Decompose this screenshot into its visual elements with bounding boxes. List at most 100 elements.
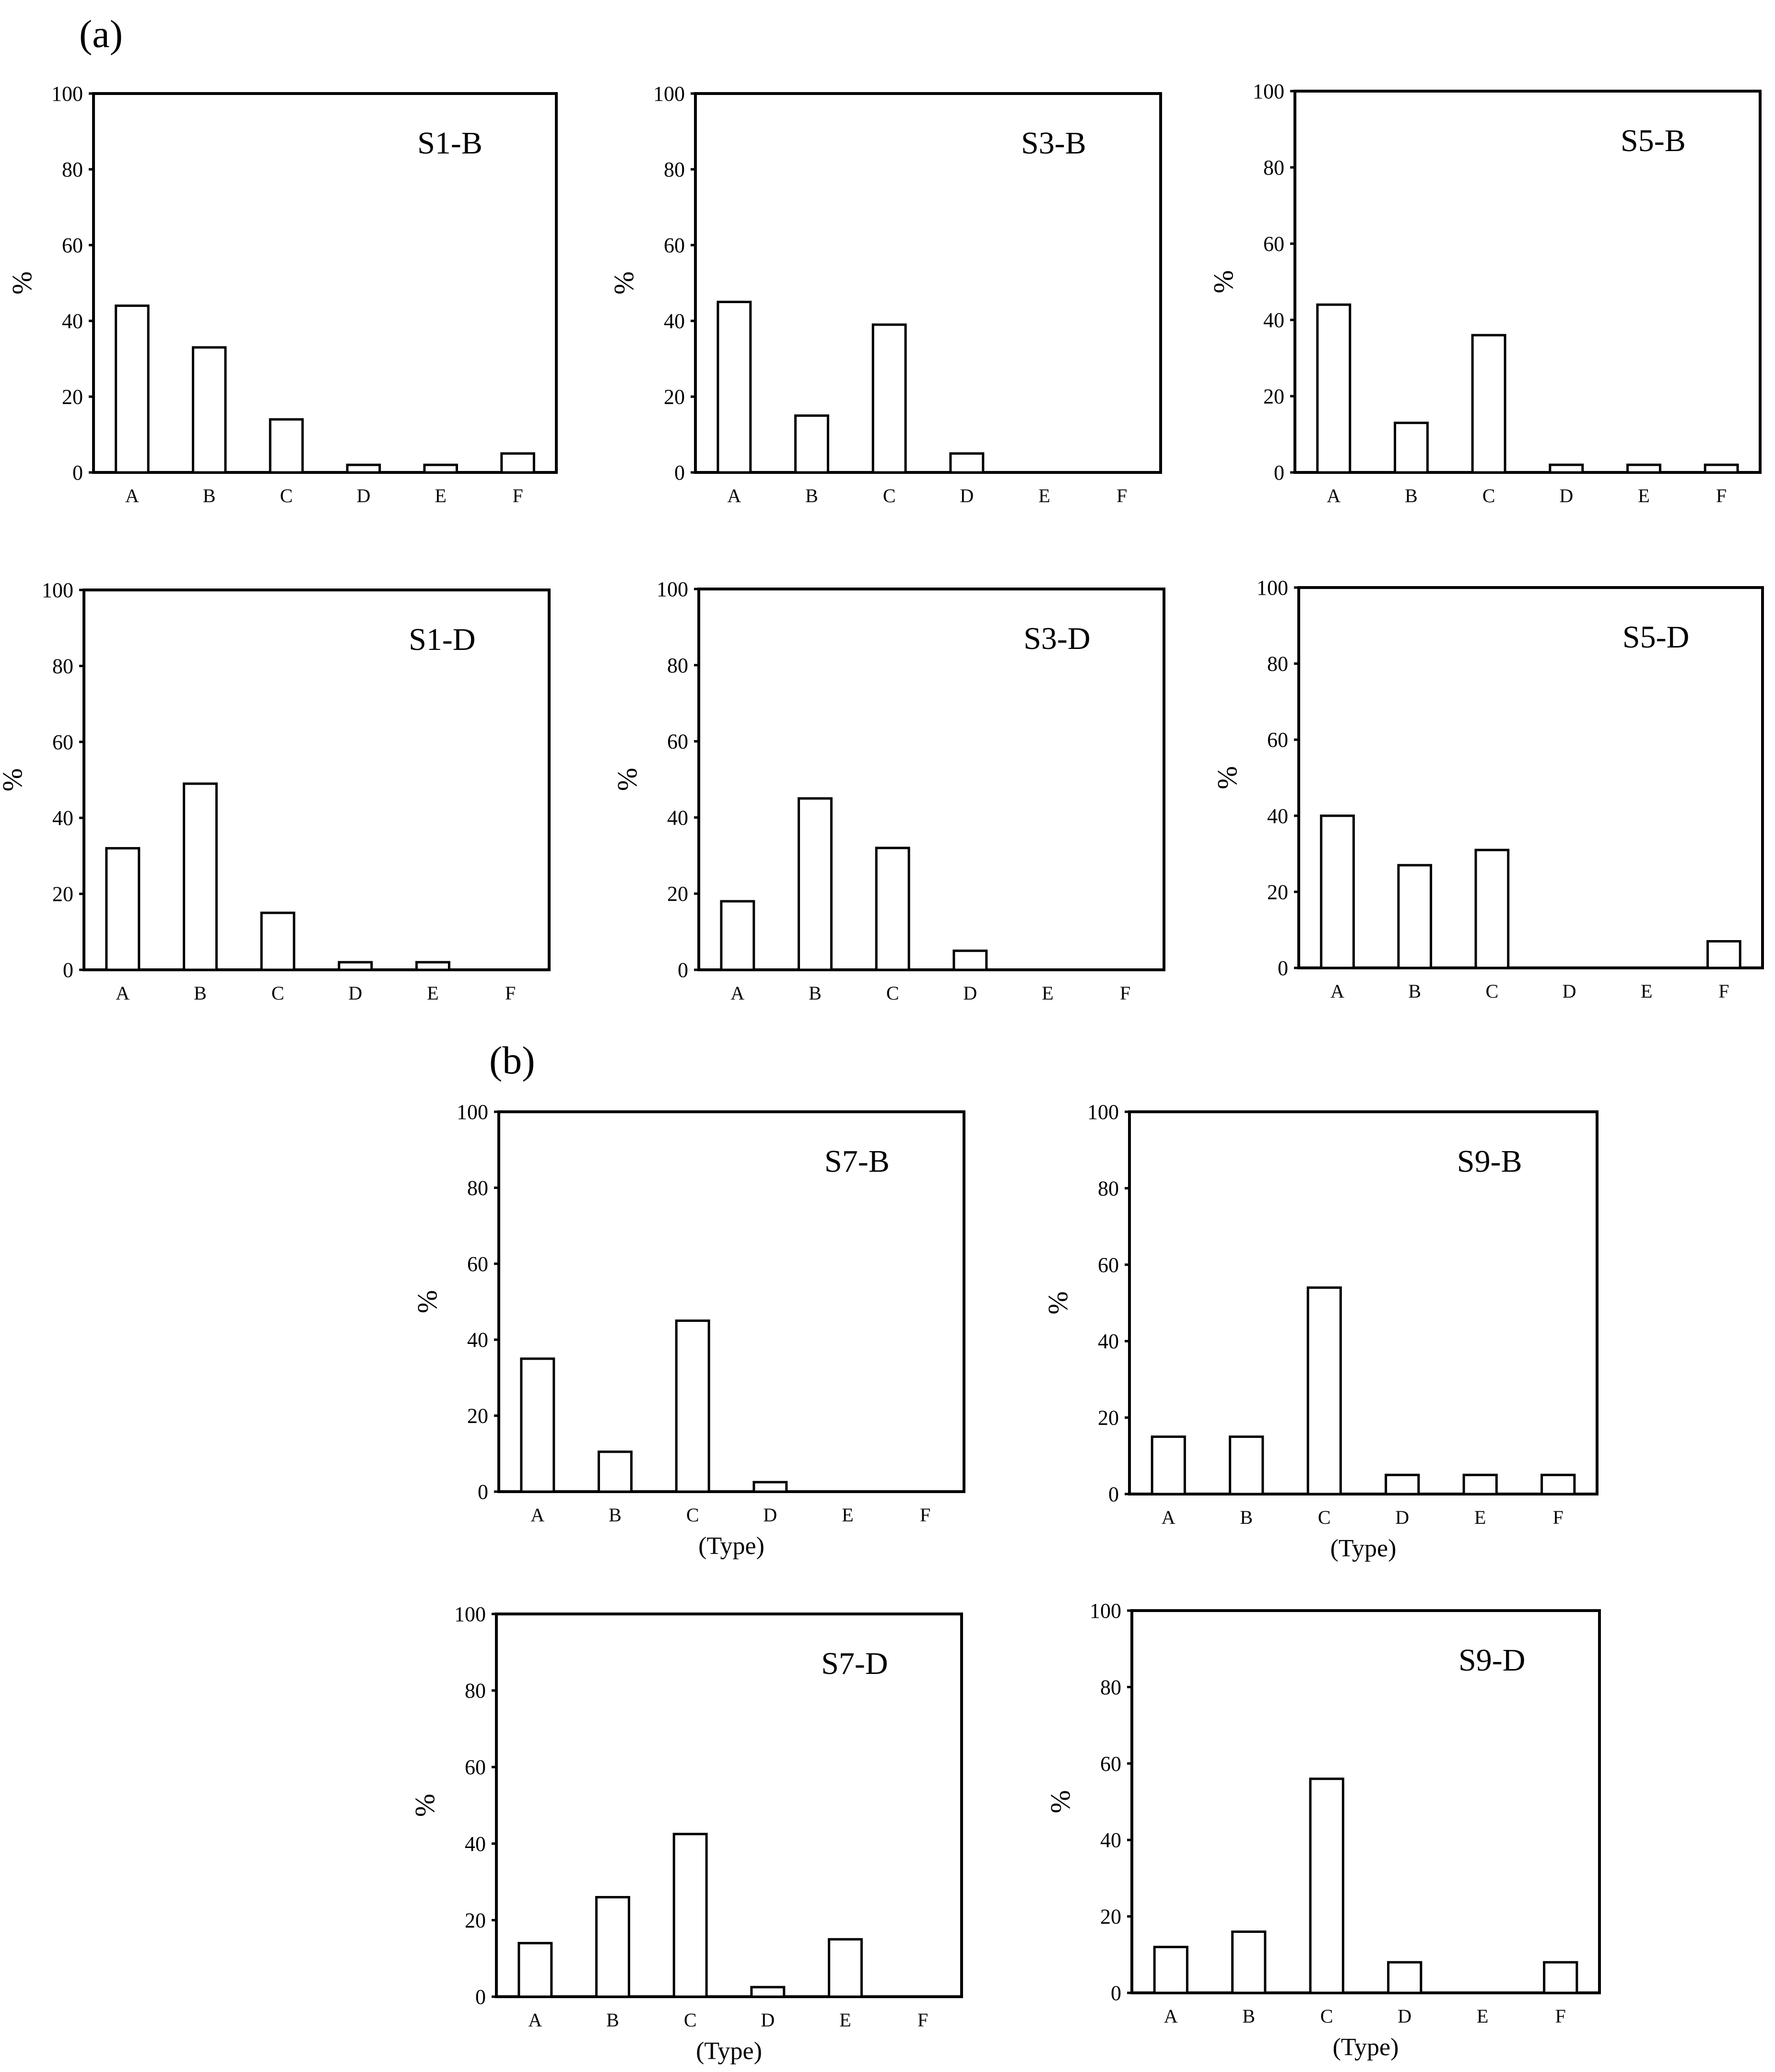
x-tick-label: F (1555, 2005, 1566, 2027)
x-tick-label: E (427, 982, 438, 1004)
chart-title: S1-D (409, 622, 475, 657)
y-tick-label: 0 (478, 1480, 488, 1504)
bar-A (517, 1942, 553, 1998)
y-axis-label: % (411, 1290, 443, 1313)
bar-D (346, 463, 381, 474)
y-axis-label: % (1042, 1291, 1073, 1314)
x-tick-label: A (727, 485, 741, 506)
y-tick-label: 80 (1263, 156, 1284, 179)
y-tick-label: 80 (1267, 652, 1288, 676)
bar-D (1387, 1961, 1422, 1994)
x-tick-label: D (763, 1504, 777, 1526)
bar-F (500, 452, 535, 474)
y-tick-label: 80 (465, 1679, 486, 1703)
bar-B (183, 782, 218, 971)
x-tick-label: D (963, 982, 977, 1004)
x-tick-label: F (920, 1504, 930, 1526)
bar-A (1153, 1945, 1188, 1994)
x-tick-label: C (1318, 1507, 1331, 1528)
plot-frame (1293, 90, 1762, 474)
x-tick-label: E (1474, 1507, 1486, 1528)
x-tick-label: D (356, 485, 370, 506)
bar-C (675, 1319, 710, 1493)
y-tick-label: 100 (42, 578, 73, 602)
plot-frame (82, 589, 551, 971)
y-tick-label: 40 (467, 1328, 488, 1352)
x-tick-label: D (1395, 1507, 1409, 1528)
x-tick-label: A (730, 982, 744, 1004)
y-tick-label: 40 (1100, 1828, 1121, 1852)
y-tick-label: 80 (467, 1176, 488, 1200)
y-tick-label: 60 (667, 730, 688, 753)
y-axis-label: % (409, 1794, 440, 1817)
chart-title: S7-B (824, 1144, 890, 1179)
x-tick-label: E (1641, 980, 1652, 1002)
y-axis-label: % (611, 768, 643, 791)
y-tick-label: 40 (465, 1832, 486, 1856)
bar-B (1394, 422, 1429, 474)
bar-F (1706, 940, 1741, 969)
bar-B (798, 797, 833, 971)
y-tick-label: 0 (1278, 956, 1288, 980)
chart-title: S3-B (1021, 126, 1086, 161)
x-tick-label: E (435, 485, 447, 506)
y-tick-label: 100 (454, 1602, 486, 1626)
y-tick-label: 60 (1100, 1752, 1121, 1776)
bar-C (260, 911, 295, 971)
bar-A (1320, 814, 1355, 969)
chart-s1d: 0 20 40 60 80 100% A B C D E F S1-D (0, 578, 551, 1004)
x-tick-label: B (1242, 2005, 1255, 2027)
chart-title: S7-D (821, 1646, 888, 1681)
y-tick-label: 80 (1098, 1177, 1119, 1200)
x-tick-label: A (1162, 1507, 1175, 1528)
y-tick-label: 80 (664, 158, 685, 181)
y-tick-label: 0 (1108, 1483, 1119, 1506)
x-tick-label: F (1716, 485, 1727, 506)
x-tick-label: F (1120, 982, 1130, 1004)
y-tick-label: 100 (653, 82, 685, 106)
bar-B (794, 414, 829, 474)
y-axis-label: % (6, 271, 37, 294)
bar-D (750, 1986, 786, 1998)
y-axis-label: % (1208, 270, 1239, 293)
bar-F (1543, 1961, 1578, 1994)
bar-D (338, 961, 373, 971)
x-tick-label: D (960, 485, 974, 506)
x-tick-label: C (684, 2009, 697, 2031)
bar-D (949, 452, 985, 474)
x-tick-label: D (348, 982, 362, 1004)
x-tick-label: B (606, 2009, 619, 2031)
bar-A (115, 304, 150, 474)
chart-title: S1-B (417, 126, 482, 161)
x-tick-label: C (686, 1504, 699, 1526)
bar-D (1549, 463, 1584, 474)
y-tick-label: 40 (52, 806, 73, 830)
bar-A (717, 301, 752, 474)
bar-F (1540, 1473, 1576, 1495)
plot-frame (1128, 1110, 1599, 1495)
x-tick-label: C (886, 982, 899, 1004)
plot-frame (694, 92, 1162, 474)
bar-C (875, 847, 910, 971)
x-tick-label: B (809, 982, 822, 1004)
chart-title: S3-D (1023, 621, 1090, 656)
y-tick-label: 60 (465, 1755, 486, 1779)
y-tick-label: 60 (1263, 232, 1284, 256)
x-axis-label: (Type) (696, 2037, 762, 2065)
panel-label-b: (b) (489, 1038, 535, 1082)
bar-D (1385, 1473, 1420, 1495)
x-tick-label: B (1240, 1507, 1253, 1528)
panel-label-a: (a) (79, 12, 123, 56)
plot-frame (495, 1613, 963, 1998)
y-tick-label: 80 (62, 158, 83, 181)
y-tick-label: 0 (674, 461, 685, 484)
y-tick-label: 60 (62, 234, 83, 257)
y-tick-label: 60 (467, 1252, 488, 1276)
bar-E (1462, 1473, 1498, 1495)
x-tick-label: A (530, 1504, 544, 1526)
bar-A (1316, 303, 1352, 474)
bar-D (952, 949, 988, 971)
x-tick-label: A (1164, 2005, 1178, 2027)
y-tick-label: 100 (51, 82, 83, 106)
